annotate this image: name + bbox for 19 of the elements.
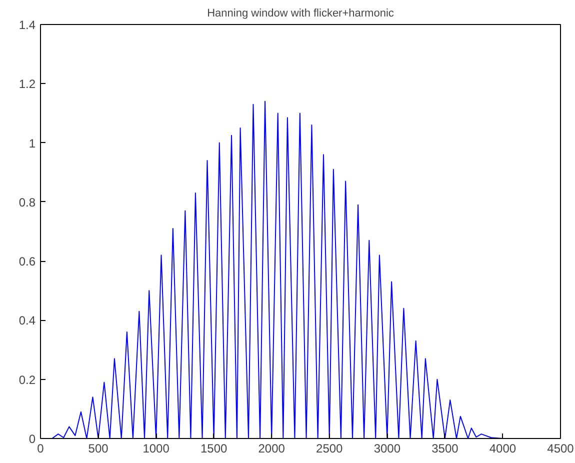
x-tick-label: 500: [88, 442, 109, 456]
y-tick-label: 1.2: [18, 77, 36, 92]
y-tick-label: 1: [28, 136, 36, 150]
y-tick-label: 0.6: [18, 254, 36, 269]
chart-title: Hanning window with flicker+harmonic: [207, 8, 394, 20]
y-tick-label: 0.2: [18, 372, 36, 387]
x-tick-label: 4000: [489, 442, 516, 456]
x-tick-label: 0: [37, 442, 44, 456]
x-tick-label: 4500: [547, 442, 574, 456]
x-tick-label: 2000: [258, 442, 286, 456]
y-tick-label: 0.4: [18, 314, 36, 328]
x-tick-label: 3500: [432, 442, 459, 456]
x-tick-label: 3000: [374, 442, 401, 456]
y-tick-label: 0.8: [18, 195, 36, 210]
y-tick-label: 1.4: [18, 18, 36, 32]
y-tick-label: 0: [28, 432, 36, 446]
x-tick-label: 1000: [142, 442, 170, 456]
x-tick-label: 1500: [200, 442, 228, 456]
x-tick-label: 2500: [316, 442, 344, 456]
